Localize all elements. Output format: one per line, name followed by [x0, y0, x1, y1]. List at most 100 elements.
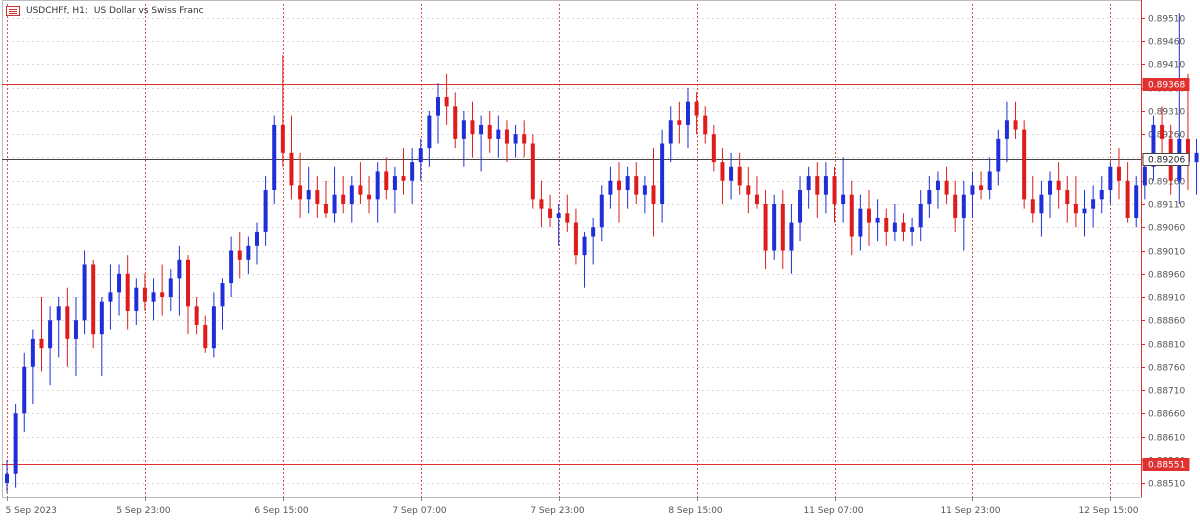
candle-body[interactable]	[867, 208, 871, 223]
candle-body[interactable]	[642, 185, 647, 195]
candle-body[interactable]	[392, 176, 397, 191]
candle-body[interactable]	[522, 134, 527, 144]
candle-body[interactable]	[780, 203, 785, 251]
candle-body[interactable]	[367, 194, 372, 200]
candle-body[interactable]	[436, 97, 440, 116]
candle-body[interactable]	[142, 287, 147, 302]
candle-body[interactable]	[970, 185, 975, 195]
candle-body[interactable]	[720, 162, 725, 181]
candle-body[interactable]	[1091, 199, 1096, 209]
candle-body[interactable]	[901, 222, 906, 232]
candle-body[interactable]	[798, 190, 803, 223]
candle-body[interactable]	[82, 264, 87, 321]
candle-body[interactable]	[1082, 208, 1087, 214]
candle-body[interactable]	[806, 176, 811, 191]
candle-body[interactable]	[823, 176, 828, 195]
candle-body[interactable]	[22, 366, 27, 414]
candle-body[interactable]	[996, 138, 1001, 172]
candle-body[interactable]	[737, 166, 742, 186]
candle-body[interactable]	[953, 194, 958, 218]
candle-body[interactable]	[125, 273, 130, 311]
candle-body[interactable]	[298, 185, 303, 200]
candle-body[interactable]	[1065, 190, 1070, 204]
candle-body[interactable]	[608, 180, 613, 195]
candle-body[interactable]	[160, 292, 165, 298]
candle-body[interactable]	[427, 115, 432, 149]
candle-body[interactable]	[599, 194, 604, 228]
candle-body[interactable]	[48, 320, 53, 349]
candle-body[interactable]	[91, 264, 96, 335]
candle-body[interactable]	[832, 176, 837, 204]
candle-body[interactable]	[203, 324, 208, 349]
candle-body[interactable]	[186, 259, 191, 307]
candle-body[interactable]	[513, 134, 518, 144]
candle-body[interactable]	[151, 292, 156, 302]
candle-body[interactable]	[211, 306, 216, 349]
candle-body[interactable]	[573, 222, 578, 256]
candle-body[interactable]	[479, 124, 484, 135]
candle-body[interactable]	[306, 190, 311, 200]
candle-body[interactable]	[1022, 129, 1027, 200]
candle-body[interactable]	[349, 185, 354, 204]
candle-body[interactable]	[677, 120, 682, 125]
candle-body[interactable]	[1048, 180, 1053, 195]
candle-body[interactable]	[548, 208, 553, 218]
candle-body[interactable]	[1134, 185, 1139, 218]
candle-body[interactable]	[410, 162, 415, 181]
candle-body[interactable]	[341, 194, 346, 204]
candle-body[interactable]	[332, 194, 337, 214]
candle-body[interactable]	[289, 152, 294, 186]
candle-body[interactable]	[504, 129, 509, 144]
candle-body[interactable]	[729, 166, 734, 181]
candle-body[interactable]	[444, 97, 449, 107]
candle-body[interactable]	[1142, 166, 1147, 186]
candle-body[interactable]	[565, 213, 570, 223]
candle-body[interactable]	[979, 185, 984, 191]
candle-body[interactable]	[177, 259, 182, 279]
candle-body[interactable]	[246, 245, 251, 260]
candle-body[interactable]	[1030, 199, 1035, 214]
candle-body[interactable]	[1185, 138, 1190, 163]
candle-body[interactable]	[487, 124, 492, 139]
candle-body[interactable]	[13, 413, 18, 474]
candle-body[interactable]	[56, 306, 61, 321]
candle-body[interactable]	[858, 208, 863, 237]
candle-body[interactable]	[651, 185, 656, 204]
candle-body[interactable]	[556, 213, 561, 218]
candle-body[interactable]	[384, 171, 389, 191]
candle-body[interactable]	[892, 222, 897, 232]
candle-body[interactable]	[617, 180, 622, 191]
candle-body[interactable]	[254, 231, 259, 246]
candle-body[interactable]	[660, 143, 665, 204]
candle-body[interactable]	[108, 292, 113, 302]
candle-body[interactable]	[1108, 166, 1113, 191]
candle-body[interactable]	[841, 194, 846, 204]
candle-body[interactable]	[668, 120, 673, 144]
candle-body[interactable]	[323, 203, 328, 214]
candle-body[interactable]	[918, 203, 923, 228]
candle-body[interactable]	[358, 185, 363, 195]
candle-body[interactable]	[117, 273, 122, 293]
candle-body[interactable]	[168, 278, 173, 298]
candle-body[interactable]	[711, 134, 716, 163]
candle-body[interactable]	[39, 338, 44, 349]
candle-body[interactable]	[1056, 180, 1061, 191]
candle-body[interactable]	[582, 236, 587, 256]
candle-body[interactable]	[634, 176, 639, 195]
candle-body[interactable]	[237, 250, 242, 260]
candle-body[interactable]	[418, 148, 423, 163]
candle-body[interactable]	[539, 199, 544, 209]
candle-body[interactable]	[754, 194, 759, 204]
candle-body[interactable]	[625, 176, 630, 191]
candle-body[interactable]	[944, 180, 949, 195]
candle-body[interactable]	[1151, 124, 1156, 167]
candle-body[interactable]	[272, 124, 277, 191]
candle-body[interactable]	[1116, 166, 1121, 181]
candle-body[interactable]	[591, 227, 596, 237]
candle-body[interactable]	[1013, 120, 1018, 130]
candle-body[interactable]	[73, 320, 78, 339]
candle-body[interactable]	[849, 194, 854, 237]
candle-body[interactable]	[1160, 124, 1165, 139]
candle-body[interactable]	[685, 101, 690, 125]
